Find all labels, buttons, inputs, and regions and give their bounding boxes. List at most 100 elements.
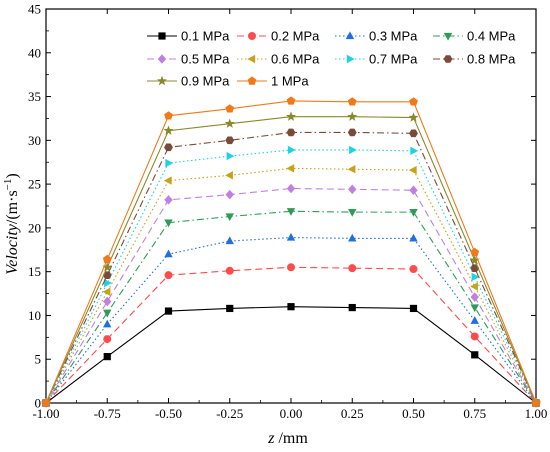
legend-label: 0.2 MPa [271, 29, 320, 44]
legend-label: 0.3 MPa [369, 29, 418, 44]
legend-marker [248, 32, 256, 40]
series-0.4-mpa [41, 208, 541, 408]
legend-item: 0.5 MPa [147, 52, 230, 67]
y-tick-label: 10 [28, 308, 41, 323]
series-line [45, 236, 537, 404]
legend-marker [157, 75, 167, 86]
legend-item: 0.4 MPa [433, 29, 516, 44]
data-point [163, 125, 174, 135]
legend-item: 0.8 MPa [433, 52, 516, 67]
y-axis-title-close: ) [4, 173, 21, 178]
y-tick-label: 40 [28, 45, 41, 60]
data-point [102, 262, 113, 272]
x-tick-label: -0.75 [94, 406, 121, 421]
x-tick-label: -0.50 [155, 406, 182, 421]
legend: 0.1 MPa 0.2 MPa 0.3 MPa 0.4 MPa 0.5 MPa 0.6 M… [147, 29, 516, 89]
data-point [225, 213, 234, 222]
data-point [409, 97, 418, 106]
data-point [409, 208, 418, 217]
x-tick-label: 0.25 [341, 406, 364, 421]
data-point [225, 189, 234, 200]
legend-label: 0.8 MPa [467, 52, 516, 67]
x-axis-title-var: z [267, 430, 275, 447]
legend-item: 0.9 MPa [147, 74, 230, 89]
data-point [225, 266, 234, 275]
data-point [225, 104, 235, 113]
y-tick-label: 5 [35, 352, 42, 367]
series-line [45, 100, 537, 404]
y-tick-label: 45 [28, 2, 41, 17]
data-point [164, 271, 173, 280]
data-point [103, 335, 112, 344]
legend-item: 0.1 MPa [147, 29, 230, 44]
data-point [348, 208, 357, 217]
data-point [286, 96, 296, 105]
data-point [408, 165, 417, 175]
legend-label: 1 MPa [271, 74, 309, 89]
data-point [410, 146, 419, 156]
data-point [163, 176, 172, 185]
data-point [103, 352, 111, 361]
x-tick-label: 0.00 [280, 406, 303, 421]
y-axis-title: Velocity/(m·s−1) [2, 173, 21, 274]
data-point [103, 296, 112, 307]
data-point [469, 255, 480, 265]
legend-item: 0.7 MPa [335, 52, 418, 67]
data-point [224, 118, 235, 128]
legend-item: 0.2 MPa [237, 29, 320, 44]
series-line [45, 210, 537, 404]
legend-item: 0.6 MPa [237, 52, 320, 67]
x-axis-title-unit: /mm [274, 430, 308, 447]
data-point [347, 111, 358, 121]
legend-item: 0.3 MPa [335, 29, 418, 44]
x-tick-label: 1.00 [525, 406, 548, 421]
legend-label: 0.9 MPa [181, 74, 230, 89]
data-point [104, 278, 112, 288]
data-point [102, 287, 111, 296]
data-point [164, 307, 173, 315]
data-point [225, 136, 235, 145]
legend-label: 0.1 MPa [181, 29, 230, 44]
data-point [102, 254, 112, 264]
data-point [286, 128, 296, 137]
legend-marker [345, 31, 355, 40]
data-point [103, 319, 112, 328]
x-tick-label: -0.25 [216, 406, 243, 421]
axes: -1.00 -0.75 -0.50 -0.25 0.00 0.25 0.50 0.75 1.00… [28, 2, 547, 422]
y-axis-title-unit: /(m·s [4, 190, 21, 224]
data-point [470, 316, 479, 324]
series-line [45, 167, 537, 404]
data-point [349, 145, 357, 155]
data-point [226, 151, 235, 161]
data-point [165, 158, 174, 168]
legend-label: 0.5 MPa [181, 52, 230, 67]
legend-label: 0.7 MPa [369, 52, 418, 67]
data-point [347, 128, 357, 137]
data-point [287, 145, 296, 155]
data-point [286, 208, 296, 216]
legend-label: 0.4 MPa [467, 29, 516, 44]
legend-marker [247, 76, 257, 85]
plot-frame [45, 8, 537, 404]
series-0.3-mpa [41, 232, 541, 407]
data-point [471, 272, 480, 282]
data-point [348, 303, 356, 312]
y-tick-label: 25 [28, 177, 41, 192]
plot-series [41, 96, 541, 408]
legend-marker [247, 54, 256, 64]
legend-marker [158, 32, 166, 40]
data-point [470, 282, 478, 291]
data-point [164, 219, 173, 228]
data-point [409, 129, 418, 138]
data-point [348, 233, 357, 242]
data-point [164, 195, 173, 205]
x-tick-label: 0.50 [402, 406, 425, 421]
data-point [164, 111, 173, 120]
x-axis-title: z /mm [267, 430, 308, 447]
data-point [286, 111, 296, 121]
data-point [409, 304, 418, 313]
series-0.9-mpa [41, 111, 541, 408]
data-point [408, 112, 419, 122]
data-point [41, 398, 51, 407]
